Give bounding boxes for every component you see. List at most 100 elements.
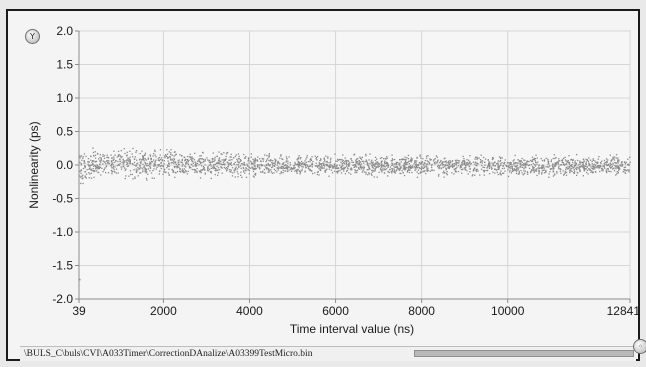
data-point bbox=[365, 155, 367, 157]
data-point bbox=[153, 165, 155, 167]
data-point bbox=[82, 182, 84, 185]
data-point bbox=[256, 160, 259, 162]
data-point bbox=[386, 156, 388, 158]
data-point bbox=[574, 161, 576, 164]
data-point bbox=[211, 161, 214, 163]
y-tick-label: -1.5 bbox=[52, 259, 73, 273]
data-point bbox=[325, 161, 327, 163]
data-point bbox=[210, 161, 212, 163]
data-point bbox=[511, 170, 513, 172]
data-point bbox=[559, 160, 561, 162]
data-point bbox=[90, 172, 93, 174]
data-point bbox=[221, 172, 223, 174]
data-point bbox=[383, 158, 385, 160]
data-point bbox=[403, 164, 405, 166]
data-point bbox=[176, 171, 179, 173]
data-point bbox=[488, 163, 490, 166]
data-point bbox=[119, 163, 121, 165]
data-point bbox=[252, 175, 254, 177]
data-point bbox=[150, 172, 153, 174]
data-point bbox=[603, 165, 605, 167]
data-point bbox=[569, 166, 571, 169]
data-point bbox=[181, 158, 183, 161]
status-bar: \BULS_C\buls\CVI\A033Timer\CorrectionDAn… bbox=[20, 346, 636, 361]
data-point bbox=[260, 163, 262, 166]
data-point bbox=[461, 172, 463, 174]
data-point bbox=[371, 174, 373, 176]
data-point bbox=[396, 169, 398, 171]
data-point bbox=[279, 167, 281, 169]
data-point bbox=[270, 171, 273, 173]
data-point bbox=[391, 164, 393, 166]
y-axis-button[interactable]: Y bbox=[25, 29, 40, 44]
data-point bbox=[436, 161, 438, 163]
data-point bbox=[230, 156, 232, 158]
data-point bbox=[585, 161, 587, 163]
data-point bbox=[242, 170, 245, 172]
data-point bbox=[487, 169, 489, 172]
data-point bbox=[519, 163, 521, 165]
data-point bbox=[430, 164, 433, 167]
data-point bbox=[449, 160, 451, 162]
data-point bbox=[160, 161, 163, 164]
data-point bbox=[524, 172, 526, 174]
data-point bbox=[592, 158, 594, 160]
data-point bbox=[406, 162, 408, 164]
data-point bbox=[99, 166, 101, 168]
data-point bbox=[498, 156, 501, 158]
data-point bbox=[316, 173, 319, 176]
data-point bbox=[392, 159, 394, 161]
data-point bbox=[135, 151, 137, 153]
horizontal-scrollbar[interactable] bbox=[414, 350, 634, 357]
data-point bbox=[420, 169, 422, 171]
data-point bbox=[553, 167, 555, 170]
data-point bbox=[92, 163, 94, 165]
data-point bbox=[341, 160, 343, 162]
data-point bbox=[319, 160, 321, 162]
data-point bbox=[625, 161, 627, 163]
data-point bbox=[523, 159, 525, 161]
data-point bbox=[168, 174, 170, 176]
data-point bbox=[159, 149, 162, 151]
data-point bbox=[374, 165, 376, 167]
data-point bbox=[286, 166, 288, 168]
data-point bbox=[99, 156, 101, 159]
data-point bbox=[466, 159, 468, 161]
data-point bbox=[233, 163, 235, 165]
data-point bbox=[336, 165, 338, 167]
data-point bbox=[112, 167, 114, 169]
data-point bbox=[404, 166, 406, 168]
data-point bbox=[387, 163, 389, 165]
data-point bbox=[304, 171, 306, 173]
data-point bbox=[288, 156, 290, 158]
data-point bbox=[423, 165, 425, 167]
data-point bbox=[407, 154, 410, 157]
data-point bbox=[531, 156, 534, 158]
data-point bbox=[533, 168, 535, 170]
data-point bbox=[416, 167, 419, 169]
data-point bbox=[84, 167, 86, 169]
data-point bbox=[344, 160, 346, 162]
data-point bbox=[157, 159, 159, 161]
data-point bbox=[546, 166, 549, 168]
data-point bbox=[142, 155, 144, 157]
data-point bbox=[185, 162, 187, 164]
data-point bbox=[582, 163, 584, 165]
data-point bbox=[596, 167, 598, 169]
data-point bbox=[339, 159, 342, 161]
scroll-cursor-button[interactable]: ◦ bbox=[633, 339, 646, 354]
data-point bbox=[585, 165, 587, 167]
data-point bbox=[367, 164, 369, 166]
data-point bbox=[266, 158, 269, 160]
data-point bbox=[436, 162, 438, 164]
data-point bbox=[268, 159, 270, 162]
data-point bbox=[370, 161, 372, 163]
data-point bbox=[358, 162, 360, 164]
data-point bbox=[507, 175, 510, 178]
data-point bbox=[457, 162, 459, 164]
data-point bbox=[410, 159, 412, 161]
data-point bbox=[308, 168, 310, 170]
data-point bbox=[200, 161, 202, 163]
data-point bbox=[383, 172, 385, 174]
